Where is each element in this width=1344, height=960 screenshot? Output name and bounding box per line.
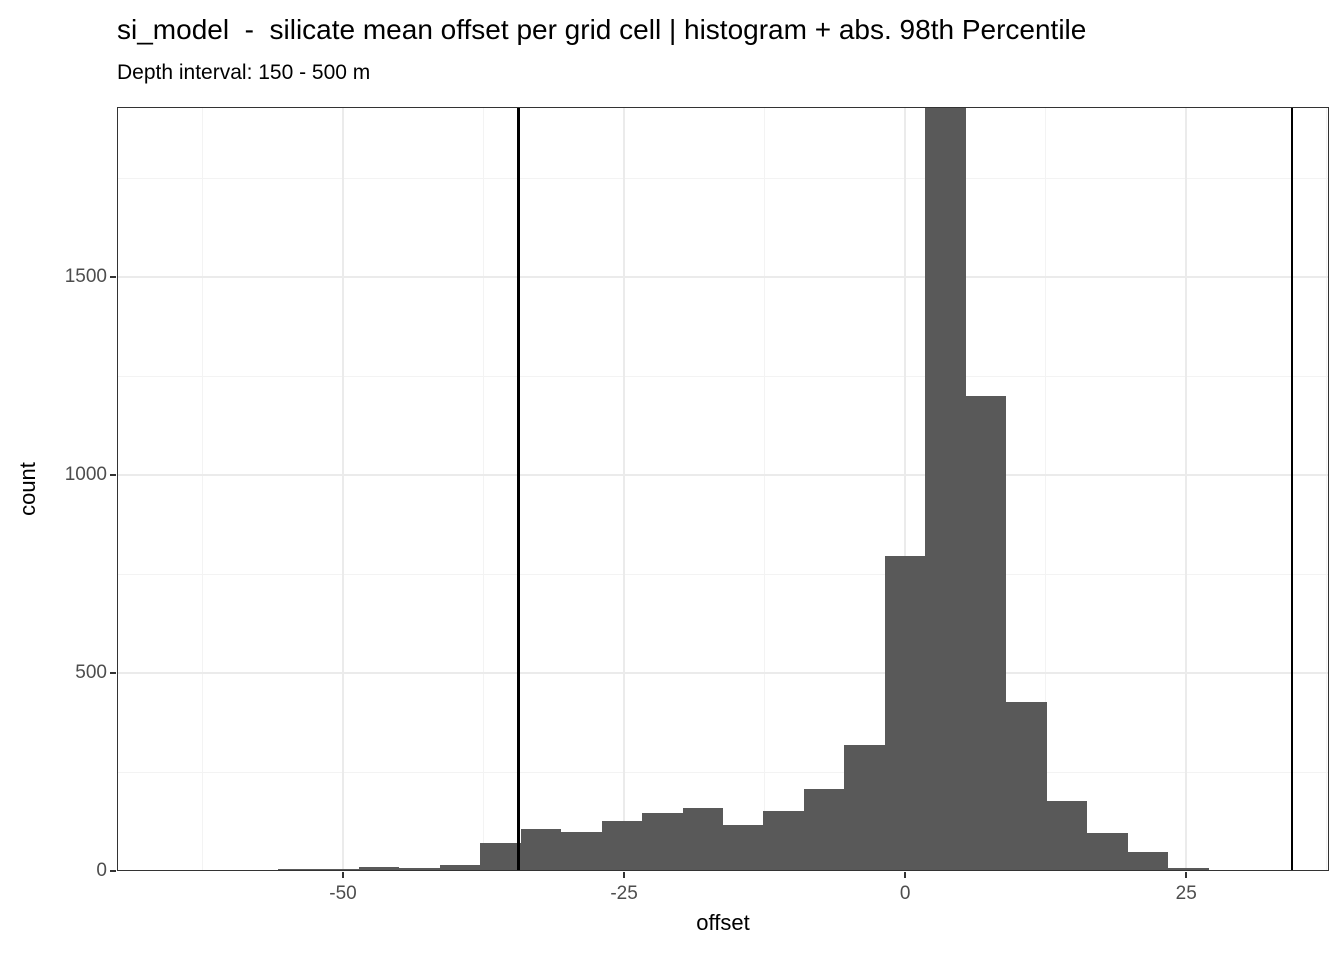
- grid-minor-y-line: [117, 573, 1329, 575]
- x-tick-label: 0: [899, 883, 911, 904]
- grid-major-x-line: [1185, 107, 1187, 871]
- grid-minor-x-line: [1045, 107, 1047, 871]
- percentile-vline: [517, 107, 520, 871]
- x-tick-label: -50: [329, 883, 357, 904]
- grid-minor-y-line: [117, 177, 1329, 179]
- histogram-bar: [439, 865, 481, 871]
- histogram-bar: [277, 869, 319, 871]
- grid-major-y-line: [117, 672, 1329, 674]
- grid-major-y-line: [117, 276, 1329, 278]
- histogram-bar: [682, 807, 723, 871]
- histogram-bar: [965, 395, 1007, 871]
- histogram-bar: [1168, 867, 1209, 871]
- grid-minor-x-line: [201, 107, 203, 871]
- x-tick-label: -25: [610, 883, 638, 904]
- histogram-bar: [925, 107, 966, 871]
- histogram-bar: [358, 867, 400, 871]
- grid-major-x-line: [342, 107, 344, 871]
- histogram-bar: [1127, 851, 1169, 871]
- histogram-bar: [844, 745, 885, 871]
- x-axis-title: offset: [696, 910, 750, 935]
- histogram-bar: [480, 843, 521, 871]
- y-tick-label: 0: [96, 860, 107, 881]
- grid-major-y-line: [117, 474, 1329, 476]
- y-axis-tick: [110, 870, 116, 872]
- histogram-bar: [318, 868, 359, 871]
- histogram-bar: [1046, 800, 1088, 871]
- x-tick-label: 25: [1175, 883, 1197, 904]
- chart-subtitle: Depth interval: 150 - 500 m: [117, 61, 371, 84]
- histogram-bar: [763, 810, 804, 871]
- y-tick-label: 1500: [64, 266, 107, 288]
- x-axis-tick: [342, 872, 344, 878]
- histogram-bar: [1087, 832, 1128, 871]
- y-axis-tick: [110, 474, 116, 476]
- y-tick-label: 1000: [64, 464, 107, 486]
- percentile-vline: [1290, 107, 1294, 871]
- x-axis-tick: [904, 872, 906, 878]
- histogram-bar: [520, 829, 562, 871]
- grid-major-x-line: [904, 107, 906, 871]
- histogram-bar: [803, 788, 845, 871]
- x-axis-tick: [623, 872, 625, 878]
- chart-title: si_model - silicate mean offset per grid…: [117, 14, 1087, 45]
- histogram-bar: [723, 825, 764, 871]
- histogram-bar: [399, 868, 440, 871]
- histogram-bar: [642, 812, 683, 871]
- histogram-bar: [601, 820, 643, 871]
- grid-minor-y-line: [117, 375, 1329, 377]
- histogram-bar: [1006, 701, 1047, 871]
- grid-major-x-line: [623, 107, 625, 871]
- grid-minor-x-line: [1326, 107, 1328, 871]
- grid-minor-x-line: [764, 107, 766, 871]
- x-axis-tick: [1185, 872, 1187, 878]
- y-axis-tick: [110, 276, 116, 278]
- plot-panel: [117, 107, 1329, 871]
- grid-minor-y-line: [117, 771, 1329, 773]
- y-axis-tick: [110, 672, 116, 674]
- grid-minor-x-line: [483, 107, 485, 871]
- histogram-bar: [884, 556, 926, 871]
- y-tick-label: 500: [75, 662, 107, 684]
- histogram-bar: [561, 831, 602, 871]
